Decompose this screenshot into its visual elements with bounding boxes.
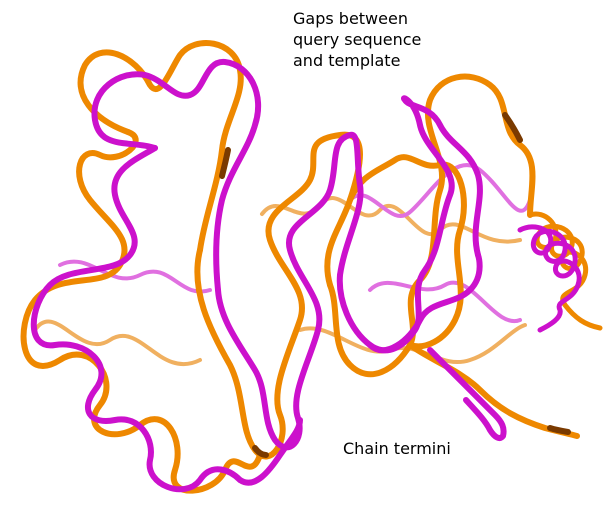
faint-orange-strand-3 — [33, 319, 202, 367]
faint-magenta-strand-3 — [58, 259, 212, 294]
shadow-mark-4 — [547, 425, 571, 435]
orange-right-section — [327, 73, 536, 378]
gaps-annotation: Gaps between query sequence and template — [293, 8, 421, 71]
orange-loop-top-left — [77, 40, 244, 253]
faint-magenta-strand-2 — [368, 280, 522, 324]
orange-helix-right — [527, 211, 603, 331]
orange-upper-right-loop — [347, 154, 467, 350]
magenta-loop-top-left — [91, 59, 262, 293]
magenta-helix-center — [215, 131, 364, 451]
shadow-mark-2 — [502, 112, 523, 143]
gaps-annotation-line-3: and template — [293, 51, 401, 70]
magenta-chain-terminus — [427, 347, 507, 441]
crossing-shadows — [219, 112, 571, 458]
magenta-helix-right — [517, 224, 582, 333]
magenta-upper-right-loop — [367, 252, 483, 354]
shadow-mark-3 — [252, 445, 269, 458]
chain-termini-annotation: Chain termini — [343, 439, 451, 458]
gaps-annotation-line-1: Gaps between — [293, 9, 408, 28]
shadow-mark-1 — [219, 147, 231, 179]
magenta-chain — [30, 59, 582, 493]
magenta-loop-left-lower — [30, 145, 243, 493]
gaps-annotation-line-2: query sequence — [293, 30, 422, 49]
magenta-bottom-wave — [237, 417, 303, 486]
